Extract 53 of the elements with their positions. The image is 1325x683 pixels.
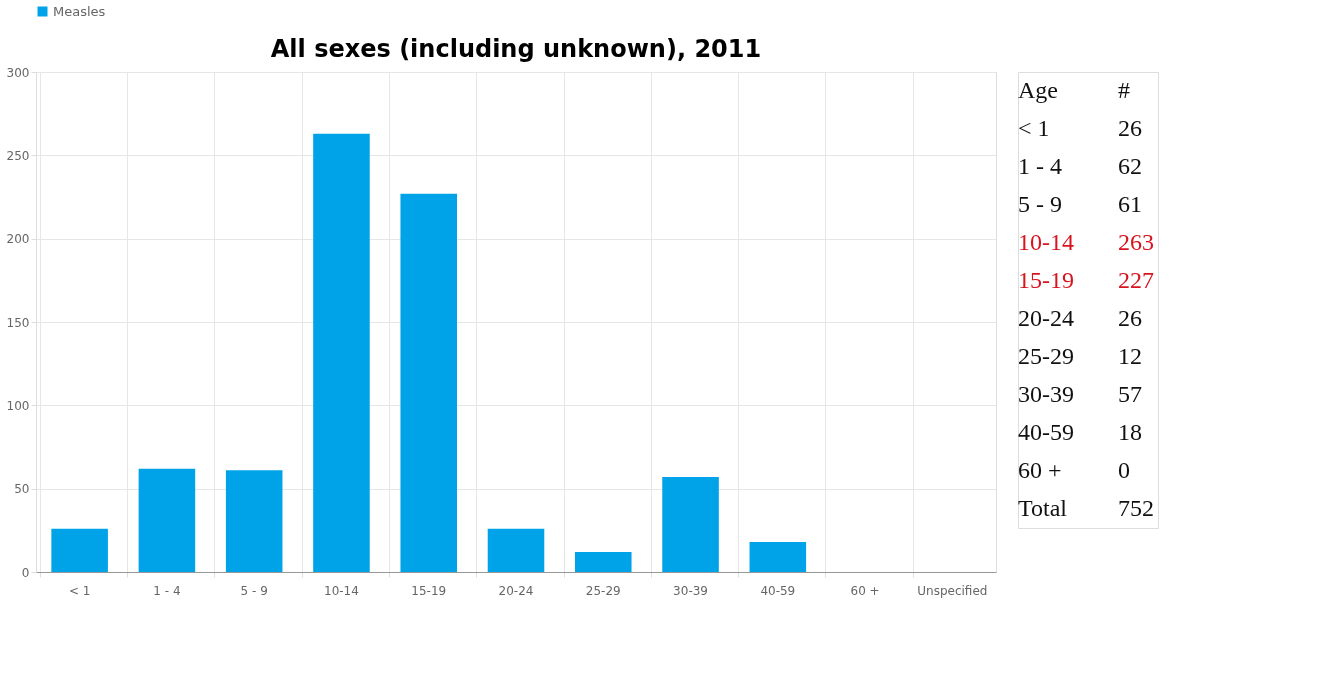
bar xyxy=(138,468,196,572)
text: # xyxy=(1118,77,1130,103)
category-label: 30-39 xyxy=(1018,381,1074,407)
bar xyxy=(400,193,457,572)
x-tick-label: 60 + xyxy=(850,583,880,598)
data-label: 57 xyxy=(1118,381,1142,407)
x-tick-label: 5 - 9 xyxy=(240,583,268,598)
y-tick-label: 50 xyxy=(14,482,30,497)
legend-label: Measles xyxy=(53,3,106,19)
x-tick-label: 20-24 xyxy=(498,583,534,598)
category-label: 60 + xyxy=(1018,457,1062,483)
x-tick-label: 40-59 xyxy=(760,583,796,598)
text: Age xyxy=(1018,77,1058,103)
x-tick-label: 15-19 xyxy=(411,583,447,598)
bar xyxy=(313,133,370,572)
category-label: 25-29 xyxy=(1018,343,1074,369)
category-label: 20-24 xyxy=(1018,305,1074,331)
y-tick-label: 200 xyxy=(6,232,30,247)
x-tick-label: 10-14 xyxy=(324,583,359,598)
y-tick-label: 250 xyxy=(6,148,30,163)
bar xyxy=(51,528,108,572)
category-label: 10-14 xyxy=(1018,229,1074,255)
x-tick-label: 25-29 xyxy=(585,583,621,598)
bar xyxy=(575,552,632,572)
bar xyxy=(662,477,719,572)
x-tick-label: Unspecified xyxy=(917,583,988,598)
data-label: 12 xyxy=(1118,343,1142,369)
category-label: < 1 xyxy=(1018,115,1050,141)
bar xyxy=(487,528,545,572)
category-label: 1 - 4 xyxy=(1018,153,1062,179)
data-label: 18 xyxy=(1118,419,1142,445)
x-tick-label: 30-39 xyxy=(673,583,708,598)
text: 752 xyxy=(1118,495,1154,521)
category-label: 15-19 xyxy=(1018,267,1074,293)
y-tick-label: 300 xyxy=(6,65,30,80)
data-label: 26 xyxy=(1118,115,1142,141)
data-label: 263 xyxy=(1118,229,1154,255)
data-label: 227 xyxy=(1118,267,1154,293)
chart-title: All sexes (including unknown), 2011 xyxy=(270,35,762,63)
y-tick-label: 150 xyxy=(6,315,30,330)
text: Total xyxy=(1018,495,1068,521)
bar xyxy=(225,470,283,572)
x-tick-label: 1 - 4 xyxy=(153,583,181,598)
data-label: 62 xyxy=(1118,153,1142,179)
data-label: 0 xyxy=(1118,457,1130,483)
category-label: 5 - 9 xyxy=(1018,191,1062,217)
x-tick-label: < 1 xyxy=(68,583,91,598)
data-label: 26 xyxy=(1118,305,1142,331)
data-label: 61 xyxy=(1118,191,1142,217)
category-label: 40-59 xyxy=(1018,419,1074,445)
y-tick-label: 100 xyxy=(6,398,30,413)
y-tick-label: 0 xyxy=(21,565,30,580)
bar xyxy=(749,542,807,572)
